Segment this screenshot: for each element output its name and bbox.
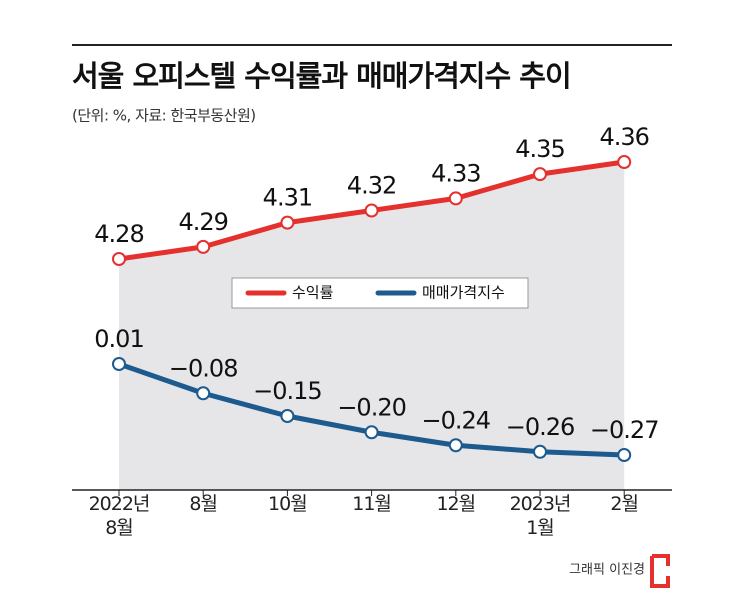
legend-label: 수익률 <box>292 284 334 302</box>
data-label: −0.15 <box>253 377 322 405</box>
data-label: 4.33 <box>431 159 480 187</box>
x-tick-label: 10월 <box>268 493 308 515</box>
logo <box>650 554 670 588</box>
data-label: −0.24 <box>422 406 491 434</box>
credit: 그래픽 이진경 <box>569 563 645 578</box>
data-label: 4.36 <box>599 123 648 151</box>
area <box>119 162 625 490</box>
x-tick-label: 2월 <box>610 493 639 515</box>
marker <box>280 215 295 230</box>
marker <box>617 155 632 169</box>
x-tick-label: 2022년 8월 <box>88 493 151 539</box>
marker <box>533 167 547 182</box>
marker <box>280 409 295 423</box>
legend-label: 매매가격지수 <box>422 284 505 302</box>
x-tick-label: 8월 <box>189 493 218 515</box>
marker <box>617 448 632 462</box>
data-label: 4.32 <box>347 172 396 200</box>
marker <box>448 191 463 206</box>
data-label: 4.31 <box>263 184 312 212</box>
data-label: 4.35 <box>515 135 564 163</box>
legend-items: 수익률 매매가격지수 <box>245 284 505 302</box>
marker <box>448 438 463 453</box>
x-tick-label: 11월 <box>352 493 392 515</box>
data-label: 4.29 <box>178 208 227 236</box>
data-label: −0.26 <box>506 413 575 441</box>
x-tick-label: 2023년 1월 <box>509 493 572 539</box>
chart-title: 서울 오피스텔 수익률과 매매가격지수 추이 <box>72 59 571 93</box>
x-tick-label: 12월 <box>436 493 476 515</box>
marker <box>364 425 379 440</box>
data-label: 4.28 <box>94 220 143 248</box>
marker <box>364 203 379 218</box>
data-label: −0.20 <box>337 393 406 421</box>
marker <box>112 357 126 371</box>
marker <box>196 386 211 401</box>
marker <box>533 444 547 459</box>
marker <box>196 239 211 254</box>
data-label: 0.01 <box>94 325 143 353</box>
data-label: −0.08 <box>169 354 238 382</box>
subtitle: (단위: %, 자료: 한국부동산원) <box>72 107 256 125</box>
marker <box>112 252 126 266</box>
plot: 4.28 4.29 4.31 4.32 4.33 4.35 4.36 0.01 −0.08 −0.… <box>72 123 672 496</box>
data-label: −0.27 <box>590 416 659 444</box>
